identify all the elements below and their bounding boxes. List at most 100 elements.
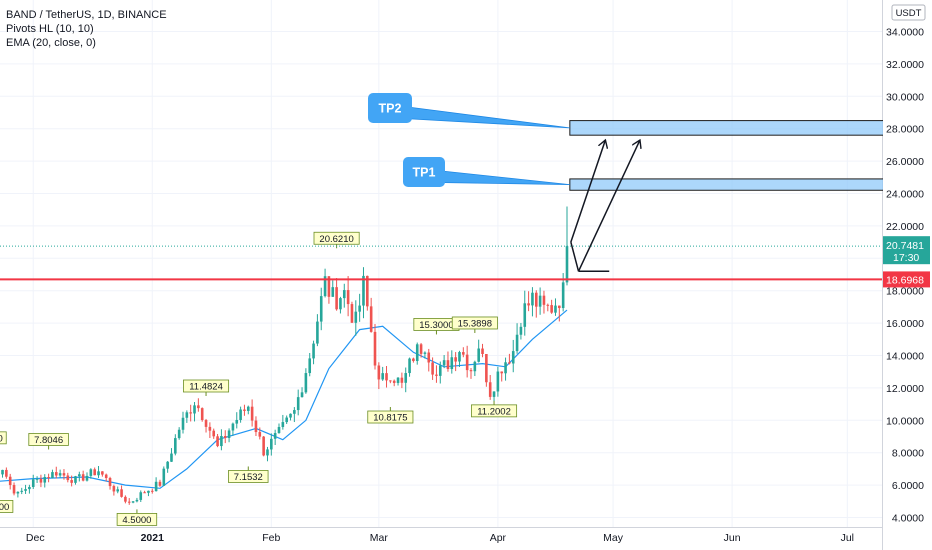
candle-body	[28, 486, 31, 490]
time-tick-label: Feb	[262, 532, 280, 544]
pivot-label-text: 11.2002	[477, 406, 511, 417]
candle-body	[104, 474, 108, 479]
time-axis-bg	[0, 528, 882, 550]
projection-arrow[interactable]	[577, 140, 640, 272]
candle-body	[331, 287, 335, 297]
candle-body	[254, 420, 258, 433]
candle-body	[450, 357, 454, 370]
time-tick-label: May	[603, 532, 624, 544]
candle-body	[147, 490, 150, 493]
candle-body	[327, 276, 331, 297]
candle-body	[538, 295, 542, 307]
candle-body	[70, 480, 73, 483]
candle-body	[354, 311, 358, 323]
symbol-title[interactable]: BAND / TetherUS, 1D, BINANCE	[6, 9, 167, 21]
candle-body	[408, 358, 411, 374]
projection-arrow-leg[interactable]	[570, 241, 580, 272]
candle-body	[166, 461, 169, 469]
candle-body	[78, 474, 81, 477]
ema-indicator-label[interactable]: EMA (20, close, 0)	[6, 37, 96, 49]
candle-body	[162, 468, 166, 486]
callout-box[interactable]	[403, 157, 445, 187]
candle-body	[289, 413, 292, 418]
candle-body	[308, 358, 312, 374]
candles	[1, 206, 569, 505]
candle-body	[227, 430, 231, 438]
candle-body	[339, 298, 342, 310]
candle-body	[12, 485, 16, 494]
pivot-labels: 370 2800 7.8046 4.5000 11.4824 7.1532 20.6210 1…	[0, 231, 518, 526]
candle-body	[58, 473, 62, 476]
candle-body	[427, 352, 431, 363]
candle-body	[319, 296, 323, 322]
price-axis[interactable]: 34.0000 32.0000 30.0000 28.0000 26.0000 24.00…	[883, 0, 932, 550]
candle-body	[273, 433, 277, 439]
candle-body	[231, 423, 235, 431]
candle-body	[189, 412, 192, 414]
candle-body	[350, 304, 354, 323]
candle-body	[485, 354, 488, 383]
candle-body	[277, 426, 281, 434]
candle-body	[534, 292, 538, 307]
candle-body	[500, 371, 504, 374]
candle-body	[124, 496, 127, 502]
ema-line	[0, 309, 568, 489]
time-tick-label: Jun	[724, 532, 741, 544]
price-tick-label: 16.0000	[886, 318, 924, 330]
price-tick-label: 6.0000	[892, 480, 924, 492]
candle-body	[511, 351, 515, 364]
ema-polyline	[0, 309, 568, 489]
candle-body	[127, 501, 131, 503]
projection-arrows[interactable]	[570, 140, 640, 273]
candle-body	[342, 290, 346, 299]
candle-body	[16, 491, 20, 494]
candle-body	[293, 410, 296, 414]
candle-body	[24, 489, 27, 491]
countdown-text: 17:30	[893, 252, 919, 264]
currency-unit-button[interactable]	[891, 4, 926, 21]
candle-body	[442, 360, 446, 366]
candle-body	[193, 405, 196, 414]
candle-body	[515, 334, 519, 352]
price-tick-label: 12.0000	[886, 383, 924, 395]
support-price-tag[interactable]	[883, 271, 930, 288]
pivot-label-text: 4.5000	[122, 515, 151, 526]
support-line[interactable]	[0, 245, 882, 281]
candle-body	[143, 492, 146, 494]
target-boxes[interactable]: TP1 TP2	[368, 93, 929, 191]
candle-body	[473, 361, 477, 372]
pivots-indicator-label[interactable]: Pivots HL (10, 10)	[6, 23, 94, 35]
candle-body	[139, 492, 143, 500]
candle-body	[431, 362, 434, 375]
candle-body	[250, 406, 254, 421]
candle-body	[396, 377, 400, 383]
target-zone-tp2[interactable]	[569, 120, 929, 136]
callout-box[interactable]	[368, 93, 412, 123]
price-tick-label: 34.0000	[886, 27, 924, 39]
time-tick-label: Dec	[26, 532, 45, 544]
last-price-tag[interactable]	[883, 236, 930, 265]
candle-body	[404, 373, 408, 383]
pivot-label-box	[28, 433, 69, 446]
callout-pointer	[436, 170, 570, 185]
projection-arrow[interactable]	[570, 140, 606, 243]
target-zone-tp1[interactable]	[569, 178, 929, 191]
pivot-label-text: 15.3000	[419, 320, 453, 331]
candle-body	[561, 282, 565, 309]
candle-body	[239, 409, 242, 420]
candle-body	[346, 290, 350, 305]
candle-body	[266, 449, 269, 456]
candle-body	[469, 370, 473, 372]
time-axis[interactable]: Dec 2021 Feb Mar Apr May Jun Jul	[0, 528, 882, 550]
currency-unit-label: USDT	[896, 8, 922, 19]
candle-body	[154, 481, 158, 492]
price-tick-label: 10.0000	[886, 415, 924, 427]
candle-body	[108, 478, 112, 487]
candle-body	[362, 275, 365, 306]
candle-body	[392, 380, 396, 383]
candle-body	[381, 373, 384, 380]
candle-body	[296, 397, 300, 411]
pivot-label-text: 2800	[0, 502, 9, 513]
